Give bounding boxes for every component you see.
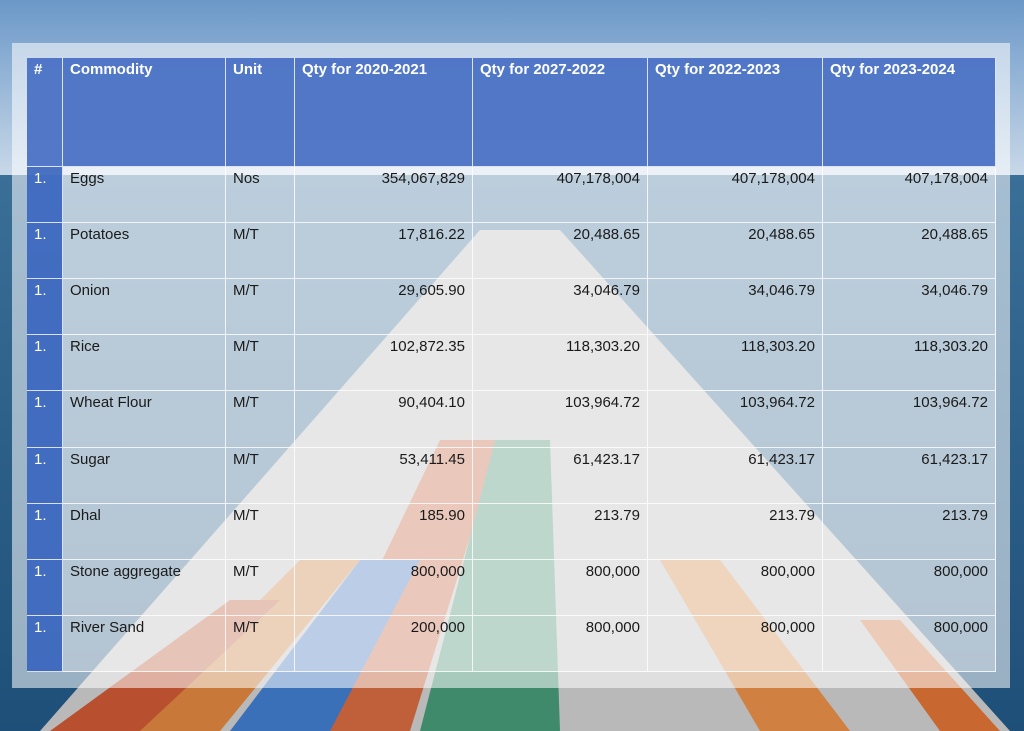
- header-cell: Qty for 2022-2023: [648, 58, 823, 167]
- row-number: 1.: [27, 447, 63, 504]
- row-number: 1.: [27, 559, 63, 616]
- row-number: 1.: [27, 223, 63, 280]
- table-cell: 20,488.65: [473, 223, 648, 280]
- table-cell: 118,303.20: [648, 335, 823, 392]
- table-cell: Rice: [63, 335, 226, 392]
- table-cell: 103,964.72: [823, 391, 996, 448]
- table-cell: Onion: [63, 279, 226, 336]
- table-cell: 20,488.65: [648, 223, 823, 280]
- table-cell: 61,423.17: [648, 447, 823, 504]
- commodity-table: # Commodity Unit Qty for 2020-2021 Qty for 2…: [27, 58, 996, 672]
- header-cell: Qty for 2023-2024: [823, 58, 996, 167]
- table-cell: 29,605.90: [295, 279, 473, 336]
- row-number: 1.: [27, 615, 63, 672]
- table-cell: 213.79: [823, 503, 996, 560]
- header-cell: Commodity: [63, 58, 226, 167]
- row-number: 1.: [27, 279, 63, 336]
- row-number: 1.: [27, 391, 63, 448]
- table-cell: 20,488.65: [823, 223, 996, 280]
- table-cell: 90,404.10: [295, 391, 473, 448]
- table-cell: 800,000: [473, 559, 648, 616]
- table-cell: Wheat Flour: [63, 391, 226, 448]
- table-cell: 800,000: [823, 559, 996, 616]
- table-cell: M/T: [226, 391, 295, 448]
- table-cell: Eggs: [63, 167, 226, 224]
- table-cell: 800,000: [473, 615, 648, 672]
- table-cell: 61,423.17: [473, 447, 648, 504]
- table-cell: M/T: [226, 615, 295, 672]
- table-cell: 103,964.72: [473, 391, 648, 448]
- header-cell: #: [27, 58, 63, 167]
- table-cell: M/T: [226, 503, 295, 560]
- table-cell: 118,303.20: [823, 335, 996, 392]
- table-cell: Dhal: [63, 503, 226, 560]
- table-cell: 103,964.72: [648, 391, 823, 448]
- table-cell: 34,046.79: [648, 279, 823, 336]
- table-cell: 800,000: [648, 615, 823, 672]
- table-cell: 800,000: [648, 559, 823, 616]
- table-cell: 118,303.20: [473, 335, 648, 392]
- table-cell: M/T: [226, 447, 295, 504]
- row-number: 1.: [27, 503, 63, 560]
- table-cell: 17,816.22: [295, 223, 473, 280]
- header-cell: Unit: [226, 58, 295, 167]
- table-cell: 800,000: [295, 559, 473, 616]
- table-cell: 61,423.17: [823, 447, 996, 504]
- table-cell: M/T: [226, 335, 295, 392]
- table-cell: Sugar: [63, 447, 226, 504]
- table-cell: Stone aggregate: [63, 559, 226, 616]
- table-cell: 354,067,829: [295, 167, 473, 224]
- table-cell: 185.90: [295, 503, 473, 560]
- table-cell: M/T: [226, 223, 295, 280]
- header-cell: Qty for 2020-2021: [295, 58, 473, 167]
- table-cell: 800,000: [823, 615, 996, 672]
- table-cell: 53,411.45: [295, 447, 473, 504]
- table-cell: River Sand: [63, 615, 226, 672]
- table-cell: 200,000: [295, 615, 473, 672]
- table-cell: 102,872.35: [295, 335, 473, 392]
- table-cell: 407,178,004: [648, 167, 823, 224]
- table-cell: 34,046.79: [823, 279, 996, 336]
- row-number: 1.: [27, 167, 63, 224]
- table-cell: M/T: [226, 559, 295, 616]
- row-number: 1.: [27, 335, 63, 392]
- table-cell: 213.79: [648, 503, 823, 560]
- table-cell: M/T: [226, 279, 295, 336]
- table-cell: 407,178,004: [823, 167, 996, 224]
- table-cell: Potatoes: [63, 223, 226, 280]
- header-cell: Qty for 2027-2022: [473, 58, 648, 167]
- table-cell: Nos: [226, 167, 295, 224]
- table-cell: 213.79: [473, 503, 648, 560]
- table-cell: 407,178,004: [473, 167, 648, 224]
- table-cell: 34,046.79: [473, 279, 648, 336]
